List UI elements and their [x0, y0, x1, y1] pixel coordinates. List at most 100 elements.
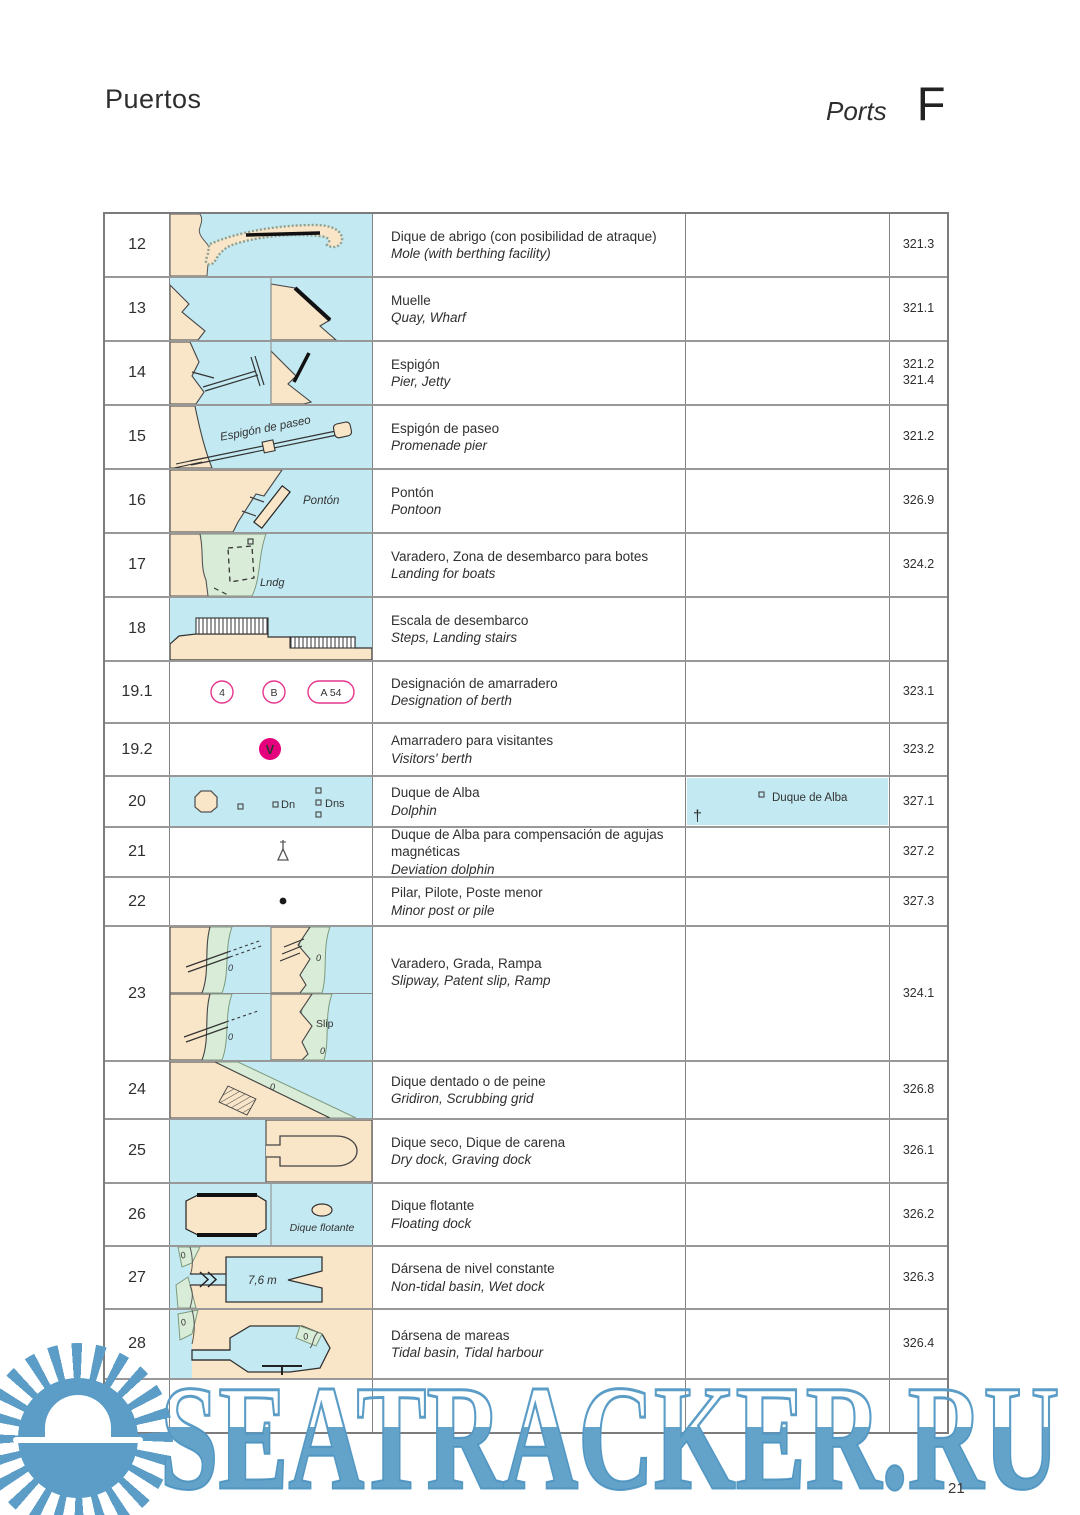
svg-text:4: 4	[219, 687, 225, 699]
description: Dársena de nivel constante Non-tidal bas…	[373, 1247, 686, 1308]
chart-symbol-table: 12 Dique de abrigo (con posibilidad de a…	[103, 212, 949, 1434]
row-number: 23	[105, 927, 170, 1060]
table-row-23: 23 0 0	[105, 927, 947, 1062]
row-number: 28	[105, 1310, 170, 1378]
section-letter: F	[916, 77, 946, 130]
symbol-landing-stairs	[170, 598, 373, 660]
row-number: 15	[105, 406, 170, 468]
svg-text:Pontón: Pontón	[303, 495, 339, 507]
row-number: 13	[105, 278, 170, 340]
extra-cell	[686, 214, 890, 276]
symbol-berth-designation: 4 B A 54	[170, 662, 373, 722]
table-row-22: 22 Pilar, Pilote, Poste menor Minor post…	[105, 878, 947, 927]
symbol-deviation-dolphin	[170, 828, 373, 876]
description: Muelle Quay, Wharf	[373, 278, 686, 340]
page-number: 21	[948, 1480, 965, 1497]
extra-cell	[686, 342, 890, 404]
svg-text:B: B	[270, 687, 277, 699]
row-number: 25	[105, 1120, 170, 1182]
svg-text:0: 0	[316, 953, 321, 963]
row-number: 21	[105, 828, 170, 876]
svg-text:0: 0	[270, 1082, 275, 1092]
table-row-17: 17 Lndg Varadero, Zona de desembarco par…	[105, 534, 947, 598]
extra-cell	[686, 724, 890, 775]
row-number: 16	[105, 470, 170, 532]
extra-cell	[686, 1120, 890, 1182]
svg-text:Dn: Dn	[281, 799, 295, 811]
page-title-es: Puertos	[105, 84, 202, 114]
ref-number: 327.3	[902, 893, 935, 908]
table-row-16: 16 Pontón Pontón Pontoon 326.9	[105, 470, 947, 534]
symbol-pier-jetty	[170, 342, 373, 404]
symbol-gridiron: 0	[170, 1062, 373, 1118]
symbol-dolphin: Dn Dns	[170, 777, 373, 826]
ref-number	[890, 598, 947, 660]
svg-text:Dns: Dns	[325, 798, 345, 810]
ref-number: 324.1	[902, 985, 935, 1000]
description: Designación de amarradero Designation of…	[373, 662, 686, 722]
description: Espigón de paseo Promenade pier	[373, 406, 686, 468]
extra-cell	[686, 406, 890, 468]
svg-text:0: 0	[228, 963, 233, 973]
dolphin-chart-example: Duque de Alba †	[686, 777, 890, 826]
table-row-13: 13 Muelle Quay, Wharf 321.1	[105, 278, 947, 342]
sun-strip	[13, 1437, 143, 1443]
ref-number: 326.1	[902, 1143, 935, 1158]
description: Pontón Pontoon	[373, 470, 686, 532]
table-row-18: 18 Escala de desembarco	[105, 598, 947, 662]
ref-number: 323.1	[902, 684, 935, 699]
description: Duque de Alba para compensación de aguja…	[373, 828, 686, 876]
ref-number: 324.2	[902, 557, 935, 572]
description: Espigón Pier, Jetty	[373, 342, 686, 404]
extra-cell	[686, 1247, 890, 1308]
symbol-quay	[170, 278, 373, 340]
description: Dique seco, Dique de carena Dry dock, Gr…	[373, 1120, 686, 1182]
description: Dique dentado o de peine Gridiron, Scrub…	[373, 1062, 686, 1118]
svg-text:Slip: Slip	[316, 1018, 334, 1030]
table-row-28: 28 0 0 Dárse	[105, 1310, 947, 1380]
table-row-20: 20 Dn Dns Duque de Alba Dolphin	[105, 777, 947, 828]
row-number: 17	[105, 534, 170, 596]
ref-number: 326.8	[902, 1082, 935, 1097]
svg-text:0: 0	[179, 1250, 188, 1261]
row-number: 19.2	[105, 724, 170, 775]
row-number: 18	[105, 598, 170, 660]
table-row-empty	[105, 1380, 947, 1432]
table-row-19-2: 19.2 V Amarradero para visitantes Visito…	[105, 724, 947, 777]
table-row-26: 26 Dique flotante Dique flotante Floatin…	[105, 1184, 947, 1247]
table-row-14: 14 Espigón Pier, Jetty	[105, 342, 947, 406]
symbol-minor-post	[170, 878, 373, 925]
sun-dome	[45, 1395, 111, 1437]
row-number: 26	[105, 1184, 170, 1245]
extra-cell	[686, 470, 890, 532]
extra-cell	[686, 927, 890, 1060]
ref-number: 326.3	[902, 1269, 935, 1284]
extra-cell	[686, 1310, 890, 1378]
row-number: 22	[105, 878, 170, 925]
description: Varadero, Zona de desembarco para botes …	[373, 534, 686, 596]
ref-number: 326.9	[902, 493, 935, 508]
symbol-tidal-basin: 0 0	[170, 1310, 373, 1378]
symbol-slipway: 0 0 0	[170, 927, 373, 1060]
ref-number: 321.2	[902, 429, 935, 444]
symbol-floating-dock: Dique flotante	[170, 1184, 373, 1245]
svg-text:V: V	[266, 742, 275, 757]
symbol-pontoon: Pontón	[170, 470, 373, 532]
extra-cell	[686, 1184, 890, 1245]
ref-number: 327.2	[902, 844, 935, 859]
extra-cell	[686, 1062, 890, 1118]
row-number: 20	[105, 777, 170, 826]
symbol-promenade-pier: Espigón de paseo	[170, 406, 373, 468]
symbol-wet-dock: 7,6 m 0	[170, 1247, 373, 1308]
description: Dique de abrigo (con posibilidad de atra…	[373, 214, 686, 276]
extra-cell	[686, 598, 890, 660]
row-number: 24	[105, 1062, 170, 1118]
row-number: 14	[105, 342, 170, 404]
description: Duque de Alba Dolphin	[373, 777, 686, 826]
ref-number: 321.3	[902, 237, 935, 252]
ref-number: 326.4	[902, 1336, 935, 1351]
extra-cell	[686, 878, 890, 925]
table-row-15: 15 Espigón de paseo Espigón de paseo Pro…	[105, 406, 947, 470]
description: Pilar, Pilote, Poste menor Minor post or…	[373, 878, 686, 925]
